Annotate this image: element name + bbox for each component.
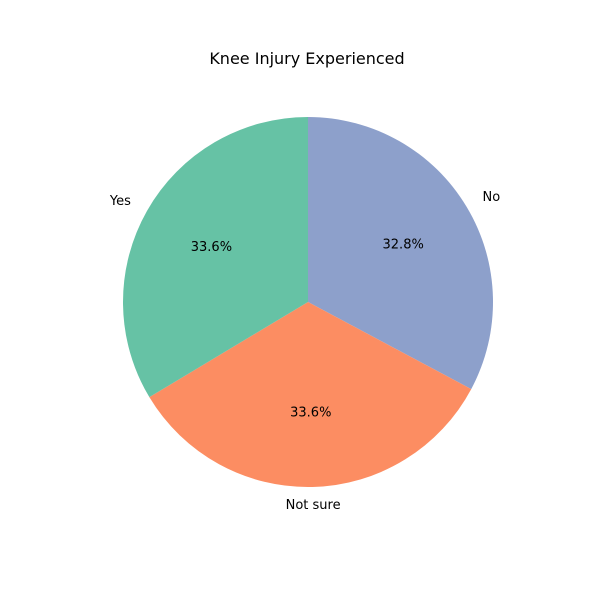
- pie-labels: No 32.8% Not sure 33.6% Yes 33.6%: [109, 190, 500, 513]
- pie-slice-no: [308, 117, 493, 390]
- pie-slice-not-sure: [149, 302, 472, 488]
- pie-slices: [122, 117, 493, 488]
- slice-percent-label: 33.6%: [191, 240, 232, 255]
- slice-label: No: [483, 190, 501, 205]
- slice-percent-label: 32.8%: [383, 237, 424, 252]
- slice-label: Yes: [109, 194, 131, 209]
- chart-title: Knee Injury Experienced: [209, 49, 404, 68]
- slice-label: Not sure: [286, 498, 341, 513]
- slice-percent-label: 33.6%: [290, 405, 331, 420]
- pie-slice-yes: [122, 117, 308, 398]
